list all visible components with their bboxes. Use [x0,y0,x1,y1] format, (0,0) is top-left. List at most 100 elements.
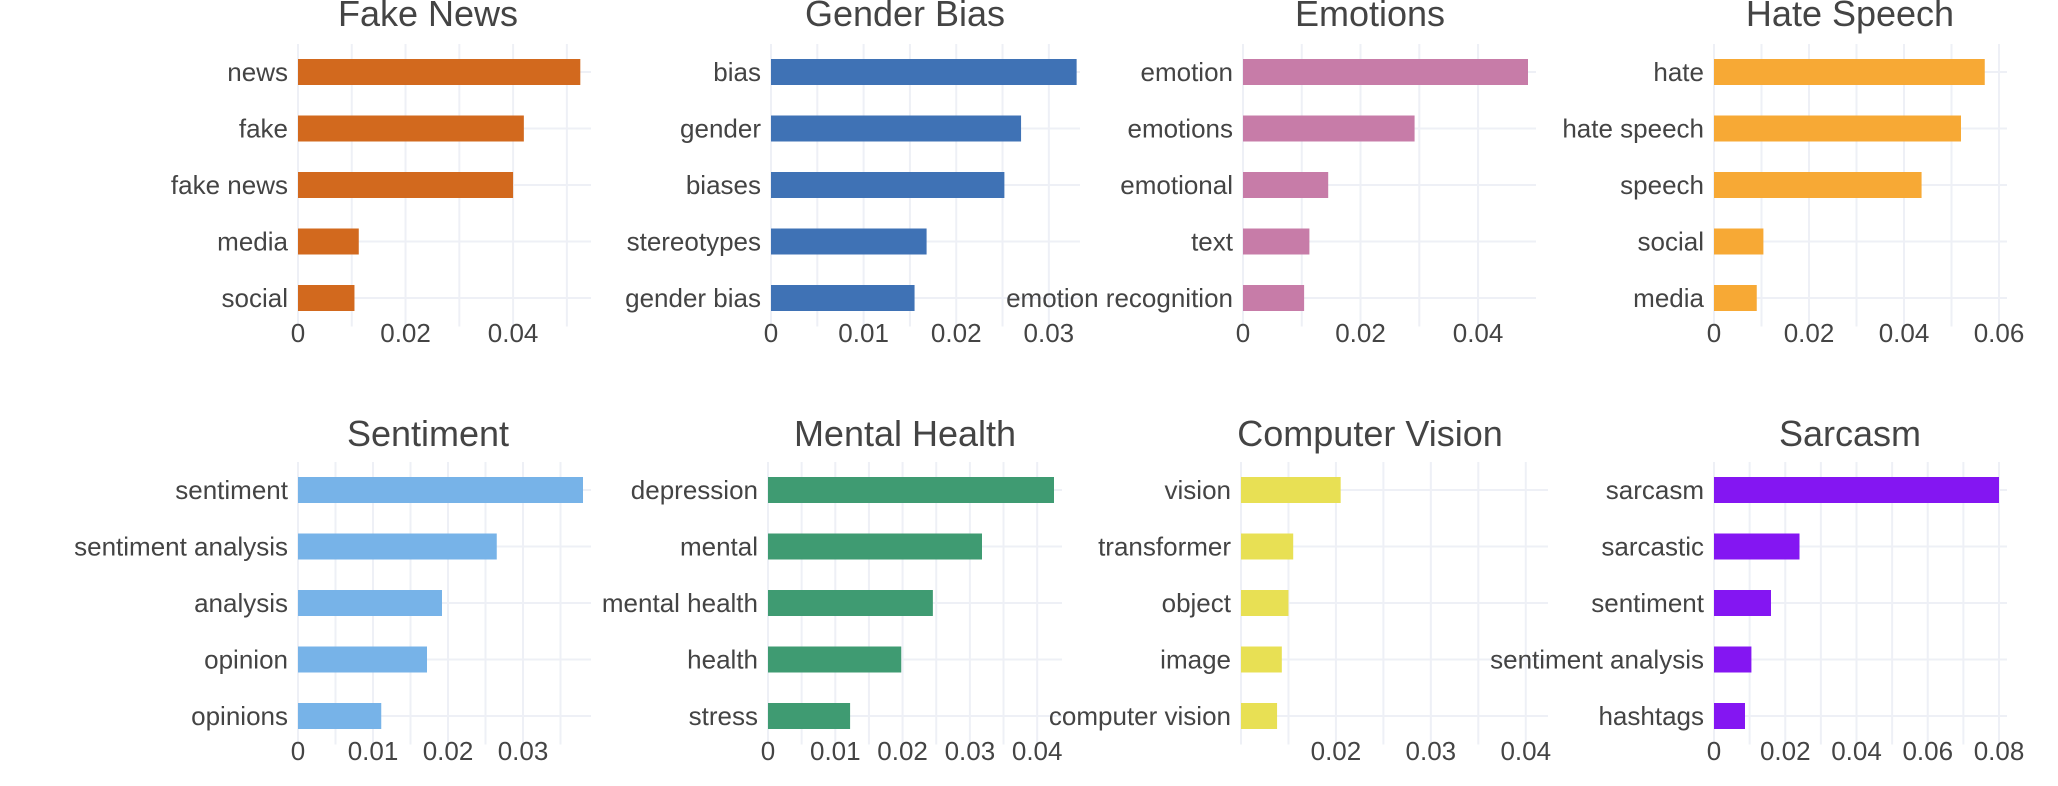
x-tick-label: 0.02 [1335,318,1386,348]
chart-title: Hate Speech [1746,0,1954,34]
bar-fake-news [298,172,514,198]
bar-image [1241,646,1282,673]
x-tick-label: 0 [761,736,775,766]
bar-social [1714,228,1764,255]
bar-media [298,228,359,255]
category-label: sarcasm [1606,475,1704,505]
category-label: mental health [602,588,758,618]
bar-stress [768,703,851,729]
category-label: opinion [204,645,288,675]
x-tick-label: 0 [1707,318,1721,348]
bar-sentiment [1714,590,1771,616]
category-label: media [217,227,288,257]
category-label: media [1633,283,1704,313]
bar-news [298,59,581,85]
panel-sentiment: Sentiment sentiment sentiment analysis anal… [74,413,591,766]
bar-opinions [298,703,382,729]
bar-bias [771,59,1077,85]
chart-title: Fake News [338,0,518,34]
category-label: object [1162,588,1232,618]
category-label: hashtags [1598,701,1704,731]
bar-transformer [1241,533,1294,560]
bar-hate [1714,59,1985,85]
bar-object [1241,590,1289,616]
panel-gender-bias: Gender Bias bias gender biases stereotypes ge… [625,0,1080,348]
x-tick-label: 0.02 [380,318,431,348]
bar-emotions [1243,115,1415,142]
x-tick-label: 0.06 [1974,318,2025,348]
category-label: mental [680,532,758,562]
category-label: biases [686,170,761,200]
bar-gender [771,115,1022,142]
category-label: computer vision [1049,701,1231,731]
x-tick-label: 0.03 [498,736,549,766]
x-tick-label: 0.01 [838,318,889,348]
category-label: emotion [1141,57,1234,87]
bar-emotional [1243,172,1329,198]
category-label: emotion recognition [1006,283,1233,313]
x-tick-label: 0.03 [945,736,996,766]
x-tick-label: 0 [1236,318,1250,348]
bar-opinion [298,646,427,673]
category-label: fake [239,114,288,144]
chart-title: Mental Health [794,413,1016,454]
bar-social [298,285,355,311]
bar-mental [768,533,982,560]
category-label: image [1160,645,1231,675]
category-label: sentiment analysis [74,532,288,562]
x-tick-label: 0.01 [348,736,399,766]
bar-sentiment [298,477,583,503]
x-tick-label: 0 [291,318,305,348]
bar-hate-speech [1714,115,1961,142]
category-label: hate [1653,57,1704,87]
x-tick-label: 0.02 [1311,736,1362,766]
category-label: speech [1620,170,1704,200]
category-label: emotions [1128,114,1234,144]
category-label: sarcastic [1601,532,1704,562]
bar-sentiment-analysis [298,533,497,560]
x-tick-label: 0.01 [810,736,861,766]
chart-title: Emotions [1295,0,1445,34]
category-label: hate speech [1562,114,1704,144]
x-tick-label: 0.02 [877,736,928,766]
bar-depression [768,477,1054,503]
category-label: stereotypes [627,227,761,257]
x-tick-label: 0.02 [1784,318,1835,348]
bar-text [1243,228,1310,255]
bar-health [768,646,902,673]
chart-title: Sarcasm [1779,413,1921,454]
category-label: fake news [171,170,288,200]
panel-hate-speech: Hate Speech hate hate speech speech social me… [1562,0,2024,348]
bar-computer-vision [1241,703,1278,729]
x-tick-label: 0.04 [1012,736,1063,766]
panel-sarcasm: Sarcasm sarcasm sarcastic sentiment sentimen… [1490,413,2024,766]
panel-mental-health: Mental Health depression mental mental heal… [602,413,1063,766]
category-label: gender [680,114,761,144]
category-label: text [1191,227,1234,257]
bar-media [1714,285,1757,311]
x-tick-label: 0.02 [423,736,474,766]
bar-hashtags [1714,703,1745,729]
chart-title: Gender Bias [805,0,1005,34]
category-label: transformer [1098,532,1231,562]
x-tick-label: 0 [764,318,778,348]
panel-emotions: Emotions emotion emotions emotional text emot… [1006,0,1536,348]
category-label: analysis [194,588,288,618]
category-label: vision [1165,475,1231,505]
x-tick-label: 0 [1707,736,1721,766]
category-label: gender bias [625,283,761,313]
category-label: emotional [1120,170,1233,200]
x-tick-label: 0.04 [488,318,539,348]
chart-title: Computer Vision [1237,413,1502,454]
bar-fake [298,115,524,142]
x-tick-label: 0.03 [1024,318,1075,348]
category-label: sentiment analysis [1490,645,1704,675]
bar-sentiment-analysis [1714,646,1752,673]
x-tick-label: 0.02 [1760,736,1811,766]
x-tick-label: 0 [291,736,305,766]
bar-gender-bias [771,285,915,311]
x-tick-label: 0.04 [1453,318,1504,348]
